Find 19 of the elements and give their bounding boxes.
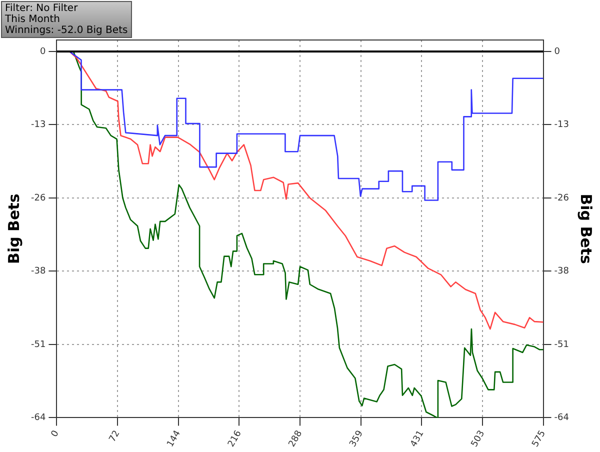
y2-tick-label: -26: [554, 193, 570, 204]
y-axis-title: Big Bets: [4, 194, 23, 264]
y2-tick-label: -64: [554, 413, 570, 424]
y2-tick-label: -51: [554, 340, 570, 350]
text: Filter: No Filter: [5, 3, 79, 14]
y-tick-label: -13: [30, 120, 46, 130]
x-tick-label: 0: [50, 428, 62, 440]
text: Winnings: -52.0 Big Bets: [5, 25, 128, 36]
y-tick-label: -38: [30, 266, 46, 277]
x-tick-label: 72: [108, 429, 122, 444]
y2-tick-label: -13: [554, 120, 570, 130]
y-tick-label: -51: [30, 340, 46, 350]
y-tick-label: 0: [40, 46, 46, 57]
y-tick-label: -26: [30, 193, 46, 204]
y-tick-label: -64: [30, 413, 46, 424]
y2-axis-title: Big Bets: [577, 194, 596, 264]
y2-tick-label: -38: [554, 266, 570, 277]
text: This Month: [5, 14, 61, 25]
y2-tick-label: 0: [554, 46, 560, 57]
